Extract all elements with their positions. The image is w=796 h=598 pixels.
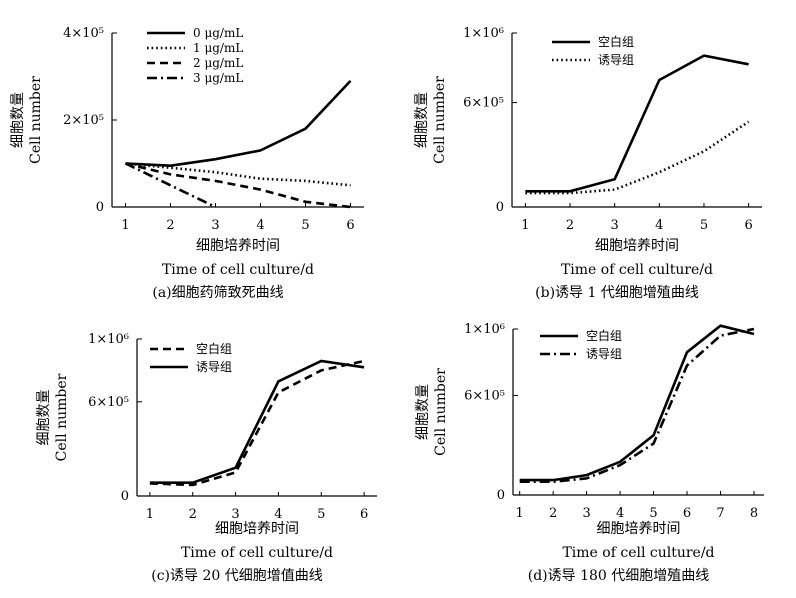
legend-label: 空白组 (586, 328, 622, 343)
y-tick-label: 1×10⁶ (88, 332, 129, 347)
series-line-1 (149, 359, 365, 487)
panel-caption: (d)诱导 180 代细胞增殖曲线 (528, 567, 710, 584)
legend-label: 2 μg/mL (193, 56, 243, 70)
x-tick-label: 7 (716, 506, 724, 521)
x-axis-label-cn: 细胞培养时间 (215, 521, 299, 537)
x-tick-label: 4 (256, 218, 264, 233)
panel-caption: (b)诱导 1 代细胞增殖曲线 (535, 284, 699, 301)
y-tick-label: 0 (497, 488, 505, 503)
y-tick-label: 4×10⁵ (63, 26, 104, 41)
y-tick-label: 6×10⁵ (463, 96, 504, 111)
y-tick-label: 1×10⁶ (464, 322, 505, 337)
y-tick-label: 0 (496, 200, 504, 215)
legend-label: 诱导组 (586, 347, 622, 361)
x-tick-label: 1 (516, 506, 524, 521)
y-axis-label-en: Cell number (432, 76, 448, 164)
x-tick-label: 2 (549, 506, 557, 521)
y-tick-label: 1×10⁶ (463, 26, 504, 41)
x-tick-label: 4 (655, 218, 663, 233)
x-tick-label: 1 (121, 218, 129, 233)
x-tick-label: 2 (189, 507, 197, 522)
x-tick-label: 6 (744, 218, 752, 233)
y-axis-label-cn: 细胞数量 (10, 92, 26, 148)
x-tick-label: 5 (301, 218, 309, 233)
legend-label: 0 μg/mL (193, 26, 243, 40)
y-tick-label: 2×10⁵ (63, 113, 104, 128)
panel-b: 0 6×10⁵ 1×10⁶ 1 2 3 4 5 6 细胞数量 Cell number 细胞培养时间 Ti… (414, 26, 762, 301)
x-axis-label-cn: 细胞培养时间 (595, 238, 679, 254)
y-axis-label-cn: 细胞数量 (36, 390, 52, 446)
x-axis-label-en: Time of cell culture/d (162, 262, 314, 278)
x-tick-label: 6 (360, 507, 368, 522)
series-line-2 (125, 162, 351, 187)
series-line-2 (519, 327, 755, 483)
legend-label: 空白组 (598, 34, 634, 49)
legend-label: 空白组 (196, 341, 232, 356)
series-line-2 (149, 359, 365, 484)
legend-label: 3 μg/mL (193, 71, 243, 85)
x-tick-label: 5 (649, 506, 657, 521)
x-tick-label: 3 (231, 507, 239, 522)
y-axis-label-en: Cell number (433, 368, 449, 456)
y-axis-label-cn: 细胞数量 (414, 92, 430, 148)
y-tick-label: 6×10⁵ (464, 388, 505, 403)
y-tick-label: 6×10⁵ (88, 395, 129, 410)
x-tick-label: 2 (166, 218, 174, 233)
y-axis-label-en: Cell number (54, 373, 70, 461)
series-line-1 (525, 54, 749, 193)
series-line-4 (124, 162, 217, 209)
x-tick-label: 8 (750, 506, 758, 521)
x-axis-label-en: Time of cell culture/d (561, 262, 713, 278)
y-tick-label: 0 (96, 200, 104, 215)
x-tick-label: 6 (683, 506, 691, 521)
x-tick-label: 3 (611, 218, 619, 233)
legend-label: 诱导组 (196, 360, 232, 374)
panel-a: 0 2×10⁵ 4×10⁵ 1 2 3 4 5 6 细胞数量 Cell number 细胞培养时间 Ti… (10, 26, 364, 301)
series-line-2 (525, 120, 750, 195)
x-tick-label: 4 (274, 507, 282, 522)
x-axis-label-cn: 细胞培养时间 (196, 238, 280, 254)
series-line-3 (125, 162, 351, 209)
x-tick-label: 3 (582, 506, 590, 521)
legend-label: 1 μg/mL (193, 41, 243, 55)
panel-c: 0 6×10⁵ 1×10⁶ 1 2 3 4 5 6 细胞数量 Cell number 细胞培养时间 Ti… (36, 332, 377, 584)
y-axis-label-en: Cell number (28, 76, 44, 164)
y-axis-label-cn: 细胞数量 (415, 384, 431, 440)
panel-d: 0 6×10⁵ 1×10⁶ 1 2 3 4 5 6 7 8 细胞数量 Cell number 细胞培养时间… (415, 322, 764, 584)
x-tick-label: 3 (211, 218, 219, 233)
x-axis-label-en: Time of cell culture/d (562, 545, 714, 561)
legend-label: 诱导组 (598, 53, 634, 67)
x-tick-label: 4 (616, 506, 624, 521)
x-axis-label-cn: 细胞培养时间 (597, 521, 681, 537)
x-tick-label: 1 (521, 218, 529, 233)
series-line-1 (125, 80, 352, 168)
panel-caption: (a)细胞药筛致死曲线 (152, 285, 283, 301)
series-line-1 (519, 324, 755, 482)
x-axis-label-en: Time of cell culture/d (181, 545, 333, 561)
x-tick-label: 2 (566, 218, 574, 233)
x-tick-label: 6 (346, 218, 354, 233)
panel-caption: (c)诱导 20 代细胞增值曲线 (151, 568, 322, 584)
x-tick-label: 5 (700, 218, 708, 233)
y-tick-label: 0 (121, 489, 129, 504)
x-tick-label: 1 (146, 507, 154, 522)
x-tick-label: 5 (317, 507, 325, 522)
